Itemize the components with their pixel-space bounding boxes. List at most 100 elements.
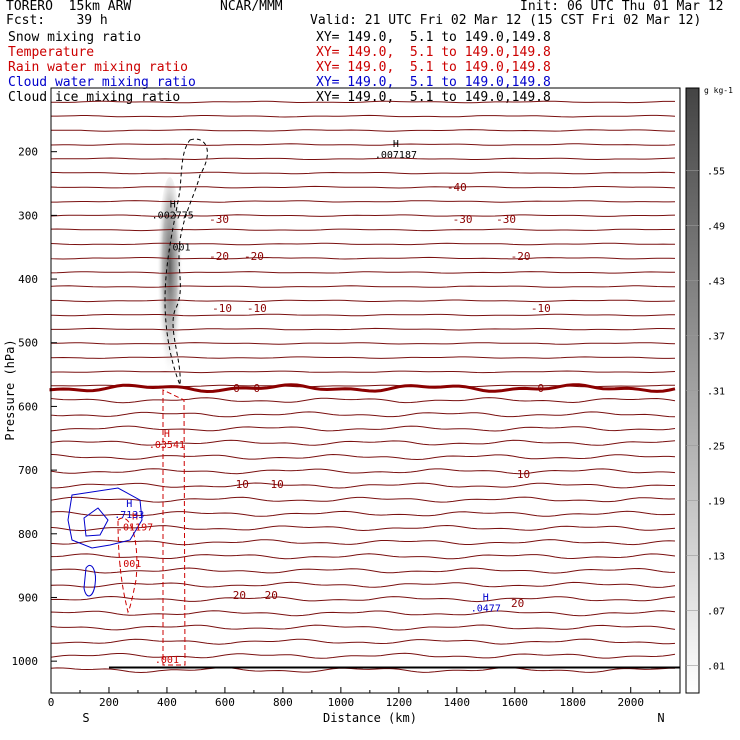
colorbar-level-label: .01 <box>707 662 725 673</box>
isotherm-line <box>50 114 676 118</box>
valid-time: Valid: 21 UTC Fri 02 Mar 12 (15 CST Fri … <box>310 13 702 28</box>
isotherm-line <box>50 624 676 631</box>
isotherm-label: -10 <box>247 302 267 315</box>
isotherm-line <box>50 242 676 246</box>
freezing-level-line <box>49 383 676 394</box>
isotherm-line <box>50 539 676 546</box>
maximum-marker: H <box>170 200 176 211</box>
legend-xy-cloud-water: XY= 149.0, 5.1 to 149.0,149.8 <box>316 75 551 90</box>
isotherm-label: 10 <box>270 478 283 491</box>
isotherm-line <box>50 185 676 189</box>
maximum-marker: H <box>393 139 399 150</box>
isotherm-line <box>50 256 676 260</box>
north-end-label: N <box>657 711 664 725</box>
isotherm-line <box>50 313 676 317</box>
isotherm-line <box>50 510 676 517</box>
isotherm-line <box>50 129 675 132</box>
maximum-value-label: .0477 <box>471 603 501 614</box>
isotherm-line <box>50 581 676 588</box>
maximum-value-label: .002775 <box>152 211 194 222</box>
isotherm-label: -10 <box>531 302 551 315</box>
y-axis-label: Pressure (hPa) <box>3 339 17 440</box>
maximum-value-label: .03541 <box>149 440 185 451</box>
isotherm-line <box>50 638 676 645</box>
cloud-ice-contour <box>164 138 208 386</box>
y-tick-label: 1000 <box>12 655 39 668</box>
isotherm-label: -30 <box>496 213 516 226</box>
isotherm-line <box>50 595 676 603</box>
isotherm-label: 20 <box>233 589 246 602</box>
legend-field-cloud-water: Cloud water mixing ratio <box>8 75 196 90</box>
isotherm-line <box>50 214 676 217</box>
legend-xy-rain: XY= 149.0, 5.1 to 149.0,149.8 <box>316 60 551 75</box>
legend-field-temperature: Temperature <box>8 45 95 60</box>
isotherm-line <box>50 200 676 203</box>
legend-field-snow: Snow mixing ratio <box>8 30 142 45</box>
maximum-value-label: .7133 <box>114 510 144 521</box>
y-tick-label: 400 <box>18 273 38 286</box>
isotherm-label: 20 <box>511 597 524 610</box>
x-tick-label: 1000 <box>328 696 355 709</box>
isotherm-line <box>50 666 675 674</box>
y-tick-label: 600 <box>18 400 38 413</box>
isotherm-line <box>50 553 676 560</box>
isotherm-line <box>50 327 676 331</box>
x-axis-label: Distance (km) <box>323 711 417 725</box>
legend-field-rain: Rain water mixing ratio <box>8 60 189 75</box>
colorbar-level-label: .43 <box>707 277 725 288</box>
isotherm-line <box>50 439 676 446</box>
isotherm-line <box>50 411 676 418</box>
isotherm-label: 10 <box>517 468 530 481</box>
isotherm-label: -20 <box>244 250 264 263</box>
forecast-hour: Fcst: 39 h <box>6 13 108 28</box>
colorbar-level-label: .55 <box>707 167 725 178</box>
maximum-marker: H <box>126 499 132 510</box>
cloud-water-contour <box>83 564 96 597</box>
y-tick-label: 300 <box>18 209 38 222</box>
x-tick-label: 1200 <box>386 696 413 709</box>
isotherm-line <box>50 524 676 532</box>
isotherm-line <box>50 652 676 659</box>
maximum-marker: H <box>164 429 170 440</box>
isotherm-line <box>50 171 676 175</box>
colorbar-level-label: .13 <box>707 552 725 563</box>
isotherm-line <box>50 567 676 574</box>
isotherm-label: 10 <box>236 478 249 491</box>
isotherm-line <box>50 285 675 288</box>
isotherm-label: 0 <box>253 382 260 395</box>
legend-xy-snow: XY= 149.0, 5.1 to 149.0,149.8 <box>316 30 551 45</box>
colorbar-level-label: .49 <box>707 222 725 233</box>
colorbar-unit-label: g kg-1 <box>704 86 733 95</box>
isotherm-line <box>50 468 676 475</box>
legend-xy-temperature: XY= 149.0, 5.1 to 149.0,149.8 <box>316 45 551 60</box>
colorbar-level-label: .19 <box>707 497 725 508</box>
isotherm-label: 0 <box>538 382 545 395</box>
x-tick-label: 0 <box>48 696 55 709</box>
isotherm-line <box>50 157 676 161</box>
plot-frame <box>50 87 681 694</box>
isotherm-line <box>50 143 676 146</box>
isotherm-label: -10 <box>212 302 232 315</box>
rain-water-contour <box>117 517 138 614</box>
cloud-water-contour <box>83 507 109 537</box>
isotherm-label: 20 <box>265 589 278 602</box>
isotherm-line <box>50 496 676 503</box>
isotherm-line <box>50 100 675 104</box>
snow-shading <box>156 177 183 401</box>
y-tick-label: 900 <box>18 591 38 604</box>
y-tick-label: 700 <box>18 464 38 477</box>
isotherm-label: 0 <box>233 382 240 395</box>
y-tick-label: 200 <box>18 146 38 159</box>
isotherm-label: -40 <box>447 181 467 194</box>
isotherm-line <box>50 299 676 303</box>
rain-water-contour <box>162 389 186 666</box>
colorbar-level-label: .07 <box>707 607 725 618</box>
isotherm-label: -20 <box>511 250 531 263</box>
isotherm-line <box>50 397 676 404</box>
south-end-label: S <box>82 711 89 725</box>
maximum-value-label: .007187 <box>375 150 417 161</box>
y-tick-label: 500 <box>18 337 38 350</box>
isotherm-line <box>50 228 676 232</box>
